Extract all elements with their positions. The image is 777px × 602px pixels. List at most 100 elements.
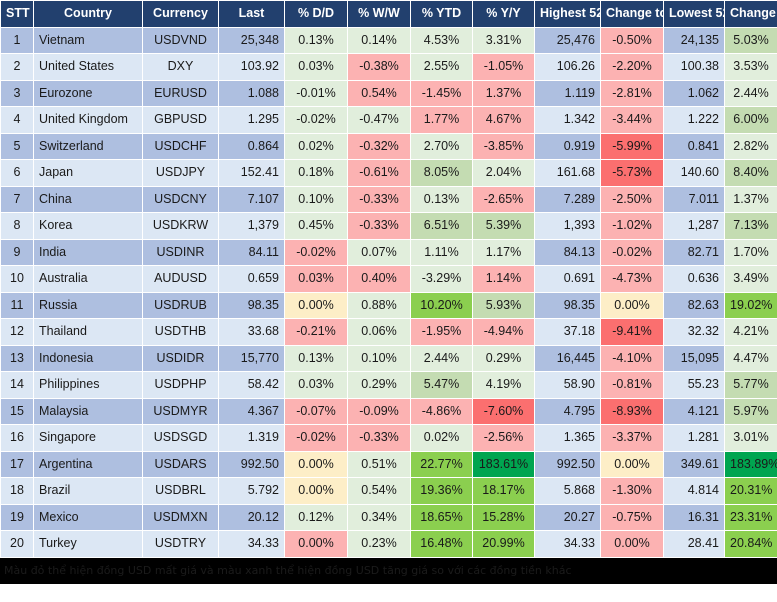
table-row[interactable]: 8 Korea USDKRW 1,379 0.45% -0.33% 6.51% 5.39% 1,… <box>0 212 777 240</box>
table-header: STT Country Currency Last % D/D % W/W % … <box>0 0 777 28</box>
column-header-dd[interactable]: % D/D <box>284 0 348 28</box>
table-row[interactable]: 19 Mexico USDMXN 20.12 0.12% 0.34% 18.65% 15.28… <box>0 503 777 531</box>
cell-ytd: 1.11% <box>410 238 473 266</box>
cell-l52: 1,287 <box>663 212 725 240</box>
table-row[interactable]: 18 Brazil USDBRL 5.792 0.00% 0.54% 19.36% 18.17… <box>0 477 777 505</box>
cell-country: India <box>33 238 143 266</box>
cell-yy: -2.65% <box>472 185 535 213</box>
column-header-highest-52w[interactable]: Highest 52W <box>534 0 601 28</box>
cell-yy: 1.14% <box>472 265 535 293</box>
cell-last: 84.11 <box>218 238 285 266</box>
cell-yy: -1.05% <box>472 53 535 81</box>
cell-h52: 20.27 <box>534 503 601 531</box>
cell-currency: USDCHF <box>142 132 219 160</box>
cell-currency: USDMXN <box>142 503 219 531</box>
cell-yy: -2.56% <box>472 424 535 452</box>
cell-stt: 1 <box>0 26 34 54</box>
table-row[interactable]: 16 Singapore USDSGD 1.319 -0.02% -0.33% 0.02% -… <box>0 424 777 452</box>
table-row[interactable]: 11 Russia USDRUB 98.35 0.00% 0.88% 10.20% 5.93%… <box>0 291 777 319</box>
cell-stt: 11 <box>0 291 34 319</box>
cell-ww: -0.33% <box>347 424 411 452</box>
cell-last: 1.295 <box>218 106 285 134</box>
cell-dd: 0.00% <box>284 530 348 558</box>
cell-cl52: 2.44% <box>724 79 777 107</box>
cell-country: Vietnam <box>33 26 143 54</box>
cell-ww: -0.61% <box>347 159 411 187</box>
cell-ch52: 0.00% <box>600 291 664 319</box>
cell-stt: 6 <box>0 159 34 187</box>
cell-country: Turkey <box>33 530 143 558</box>
cell-currency: USDMYR <box>142 397 219 425</box>
column-header-stt[interactable]: STT <box>0 0 34 28</box>
table-row[interactable]: 12 Thailand USDTHB 33.68 -0.21% 0.06% -1.95% -4… <box>0 318 777 346</box>
cell-h52: 84.13 <box>534 238 601 266</box>
cell-h52: 106.26 <box>534 53 601 81</box>
column-header-lowest-52w[interactable]: Lowest 52W <box>663 0 725 28</box>
cell-l52: 16.31 <box>663 503 725 531</box>
cell-l52: 1.222 <box>663 106 725 134</box>
table-row[interactable]: 7 China USDCNY 7.107 0.10% -0.33% 0.13% -2.65% 7… <box>0 185 777 213</box>
cell-currency: DXY <box>142 53 219 81</box>
cell-dd: 0.12% <box>284 503 348 531</box>
cell-yy: 4.67% <box>472 106 535 134</box>
cell-currency: USDRUB <box>142 291 219 319</box>
table-row[interactable]: 5 Switzerland USDCHF 0.864 0.02% -0.32% 2.70% -… <box>0 132 777 160</box>
column-header-change-to-l52w[interactable]: Change to L52W <box>724 0 777 28</box>
column-header-change-to-h52w[interactable]: Change to H52W <box>600 0 664 28</box>
table-row[interactable]: 2 United States DXY 103.92 0.03% -0.38% 2.55% -… <box>0 53 777 81</box>
table-row[interactable]: 6 Japan USDJPY 152.41 0.18% -0.61% 8.05% 2.04% 1… <box>0 159 777 187</box>
table-row[interactable]: 10 Australia AUDUSD 0.659 0.03% 0.40% -3.29% 1.… <box>0 265 777 293</box>
cell-h52: 34.33 <box>534 530 601 558</box>
cell-dd: -0.02% <box>284 424 348 452</box>
fx-rates-table: STT Country Currency Last % D/D % W/W % … <box>0 0 777 558</box>
cell-cl52: 7.13% <box>724 212 777 240</box>
cell-h52: 1.342 <box>534 106 601 134</box>
cell-currency: EURUSD <box>142 79 219 107</box>
cell-last: 20.12 <box>218 503 285 531</box>
column-header-currency[interactable]: Currency <box>142 0 219 28</box>
table-row[interactable]: 1 Vietnam USDVND 25,348 0.13% 0.14% 4.53% 3.31%… <box>0 26 777 54</box>
cell-ww: -0.32% <box>347 132 411 160</box>
cell-country: China <box>33 185 143 213</box>
cell-ww: -0.47% <box>347 106 411 134</box>
cell-h52: 7.289 <box>534 185 601 213</box>
cell-l52: 82.63 <box>663 291 725 319</box>
cell-dd: 0.03% <box>284 371 348 399</box>
table-row[interactable]: 20 Turkey USDTRY 34.33 0.00% 0.23% 16.48% 20.99… <box>0 530 777 558</box>
cell-dd: 0.02% <box>284 132 348 160</box>
cell-currency: USDINR <box>142 238 219 266</box>
cell-h52: 5.868 <box>534 477 601 505</box>
table-row[interactable]: 17 Argentina USDARS 992.50 0.00% 0.51% 22.77% 1… <box>0 450 777 478</box>
cell-ch52: -2.20% <box>600 53 664 81</box>
cell-stt: 7 <box>0 185 34 213</box>
cell-country: Malaysia <box>33 397 143 425</box>
column-header-country[interactable]: Country <box>33 0 143 28</box>
cell-cl52: 5.03% <box>724 26 777 54</box>
cell-ww: 0.14% <box>347 26 411 54</box>
cell-ww: 0.10% <box>347 344 411 372</box>
cell-ch52: -4.73% <box>600 265 664 293</box>
cell-cl52: 20.84% <box>724 530 777 558</box>
column-header-last[interactable]: Last <box>218 0 285 28</box>
table-row[interactable]: 4 United Kingdom GBPUSD 1.295 -0.02% -0.47% 1.… <box>0 106 777 134</box>
cell-yy: 183.61% <box>472 450 535 478</box>
cell-h52: 992.50 <box>534 450 601 478</box>
cell-l52: 24,135 <box>663 26 725 54</box>
cell-country: Switzerland <box>33 132 143 160</box>
column-header-ww[interactable]: % W/W <box>347 0 411 28</box>
table-body: 1 Vietnam USDVND 25,348 0.13% 0.14% 4.53% 3.31%… <box>0 26 777 558</box>
cell-stt: 8 <box>0 212 34 240</box>
cell-yy: 18.17% <box>472 477 535 505</box>
table-row[interactable]: 9 India USDINR 84.11 -0.02% 0.07% 1.11% 1.17% 84… <box>0 238 777 266</box>
cell-ww: 0.23% <box>347 530 411 558</box>
table-row[interactable]: 13 Indonesia USDIDR 15,770 0.13% 0.10% 2.44% 0.… <box>0 344 777 372</box>
cell-ch52: -3.37% <box>600 424 664 452</box>
table-row[interactable]: 14 Philippines USDPHP 58.42 0.03% 0.29% 5.47% 4… <box>0 371 777 399</box>
table-row[interactable]: 3 Eurozone EURUSD 1.088 -0.01% 0.54% -1.45% 1.3… <box>0 79 777 107</box>
column-header-ytd[interactable]: % YTD <box>410 0 473 28</box>
cell-ch52: -8.93% <box>600 397 664 425</box>
cell-yy: 5.93% <box>472 291 535 319</box>
column-header-yy[interactable]: % Y/Y <box>472 0 535 28</box>
table-row[interactable]: 15 Malaysia USDMYR 4.367 -0.07% -0.09% -4.86% -… <box>0 397 777 425</box>
cell-h52: 58.90 <box>534 371 601 399</box>
